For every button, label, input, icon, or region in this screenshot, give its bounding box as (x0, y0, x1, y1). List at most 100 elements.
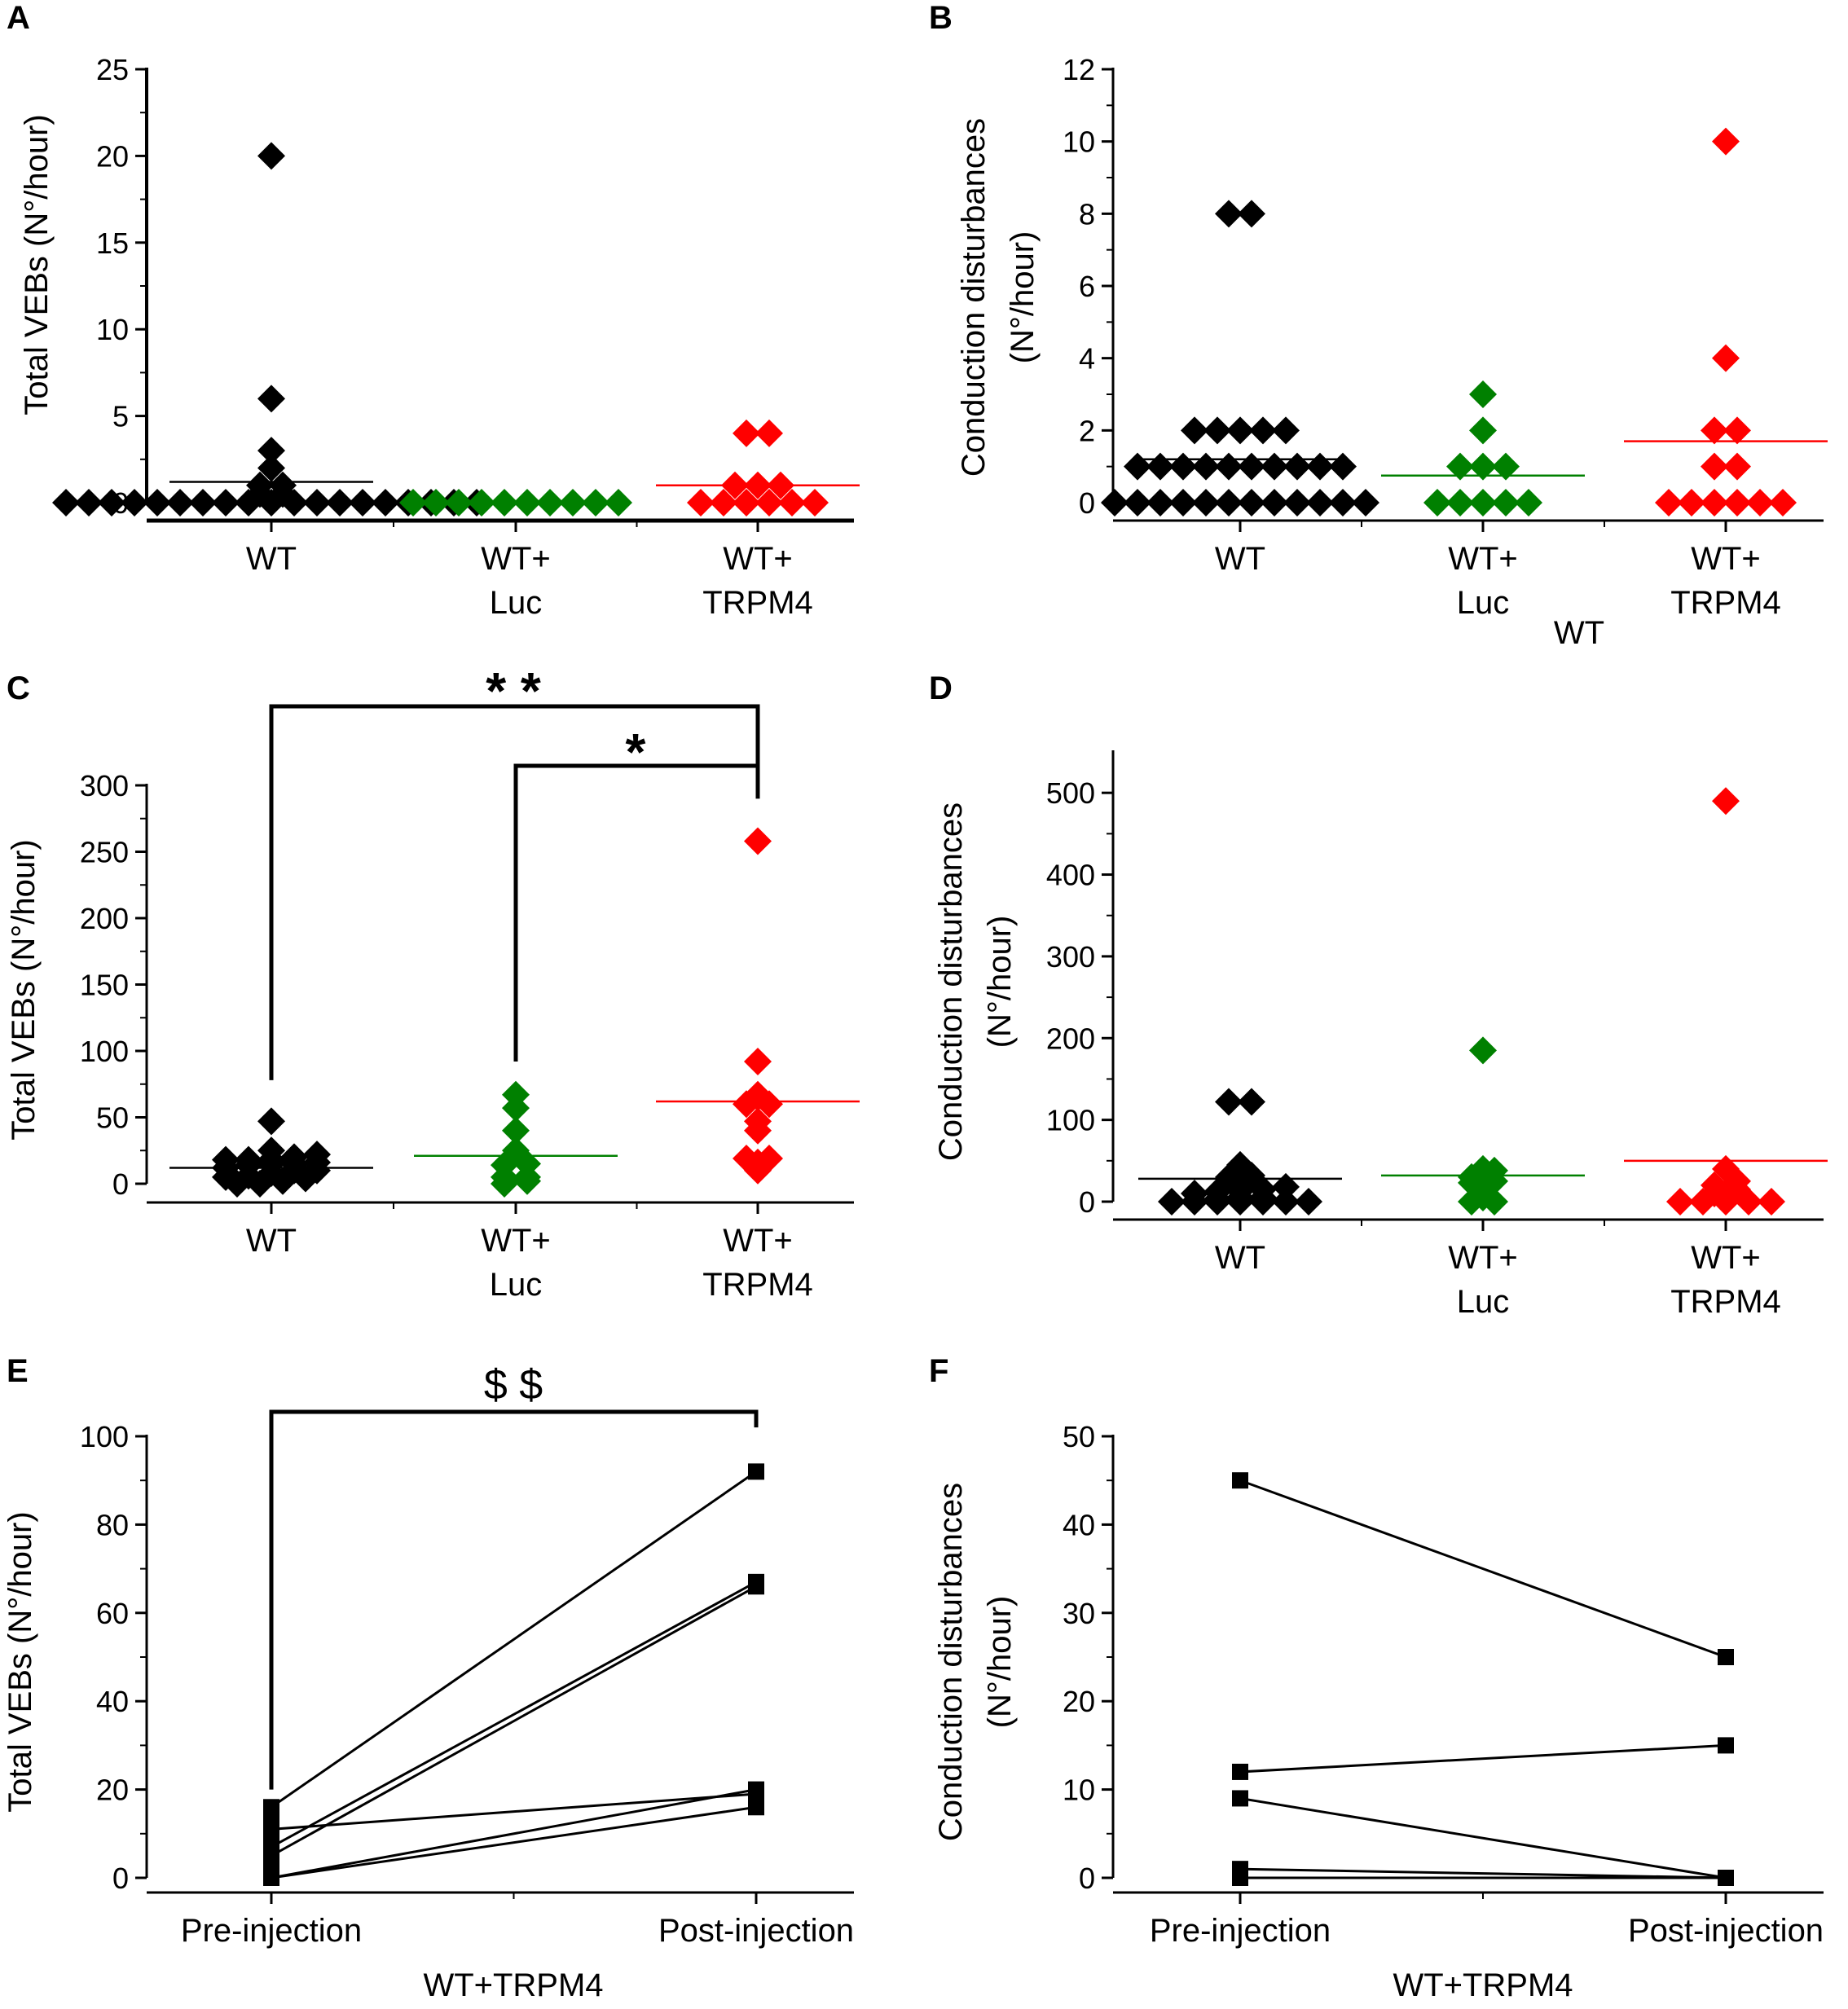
paired-line (1239, 1796, 1727, 1879)
y-tick-label: 6 (1079, 270, 1095, 303)
data-point-wt (1295, 1188, 1322, 1216)
paired-line (271, 1792, 757, 1831)
y-tick-label: 0 (1079, 1862, 1095, 1895)
data-point-wt (1283, 489, 1311, 517)
x-axis-title: WT+TRPM4 (1393, 1967, 1573, 2003)
data-point-wt (1329, 489, 1357, 517)
panel-letter: E (7, 1353, 29, 1389)
y-tick-label: 200 (1046, 1022, 1095, 1055)
data-point-wt-luc (1515, 489, 1542, 517)
category-label: WT+ (1448, 541, 1518, 577)
data-point-wt-trpm4 (1712, 344, 1740, 372)
data-point-wt-trpm4 (1701, 489, 1728, 517)
y-axis-title: Total VEBs (N°/hour) (19, 114, 55, 415)
y-tick-label: 50 (1063, 1420, 1095, 1453)
data-point-wt (257, 454, 285, 482)
category-label: WT (246, 541, 297, 577)
data-point-wt (1238, 1088, 1265, 1116)
data-point-wt (1146, 489, 1174, 517)
paired-line (1239, 1867, 1727, 1879)
data-point-wt-luc (513, 1167, 541, 1195)
panel-e: E 0 20 40 60 80 100 Total VEBs (N°/hour) Pre-inj… (2, 1353, 854, 2003)
data-point-wt-luc (1469, 380, 1497, 408)
significance-label: $ $ (484, 1361, 543, 1409)
y-tick-label: 5 (112, 400, 129, 433)
y-tick-label: 25 (96, 53, 129, 86)
data-point-wt-trpm4 (755, 419, 783, 447)
data-point-square (1232, 1763, 1248, 1780)
data-point-wt (1101, 489, 1129, 517)
data-point-wt-luc (1446, 489, 1474, 517)
panel-c: C 0 50 100 150 200 250 300 Total VEBs (N°/hour) W… (6, 662, 860, 1303)
data-point-wt-trpm4 (755, 489, 783, 517)
y-tick-label: 20 (1063, 1685, 1095, 1718)
data-point-square (1232, 1472, 1248, 1489)
data-point-wt (257, 437, 285, 465)
category-label: Luc (1457, 585, 1510, 621)
data-point-wt (1226, 1188, 1254, 1216)
significance-bracket (513, 763, 760, 1062)
panel-letter: B (929, 0, 953, 36)
data-point-wt-luc (1492, 452, 1520, 481)
data-point-wt (98, 489, 125, 517)
y-tick-label: 40 (96, 1685, 129, 1718)
category-label: TRPM4 (1670, 1284, 1781, 1320)
y-tick-label: 50 (96, 1101, 129, 1135)
y-tick-label: 80 (96, 1508, 129, 1541)
data-point-wt-luc (502, 1094, 530, 1123)
data-point-wt (257, 142, 285, 170)
paired-line (1239, 1479, 1727, 1659)
significance-label: * * (486, 662, 541, 720)
y-axis-title-unit: (N°/hour) (982, 916, 1018, 1048)
panel-letter: C (7, 670, 30, 706)
data-point-wt-luc (605, 489, 632, 517)
y-axis-title: Conduction disturbances (956, 118, 992, 477)
data-point-wt-trpm4 (1723, 489, 1751, 517)
data-point-wt (1203, 1188, 1231, 1216)
data-point-wt-trpm4 (1758, 1188, 1785, 1216)
y-tick-label: 0 (112, 1862, 129, 1895)
category-label: WT+ (481, 1223, 551, 1259)
data-point-wt-trpm4 (1723, 416, 1751, 445)
data-point-wt (1124, 489, 1151, 517)
data-point-wt (1272, 416, 1300, 445)
data-point-wt-trpm4 (778, 489, 806, 517)
category-label: WT+ (1691, 1240, 1761, 1276)
category-label: WT+ (1691, 541, 1761, 577)
y-tick-label: 0 (1079, 486, 1095, 520)
data-point-wt-luc (1469, 416, 1497, 445)
panel-b: B 0 2 4 6 8 10 12 Conduction disturbances (N°/hou… (929, 0, 1828, 651)
category-label: Post-injection (1628, 1913, 1824, 1949)
data-point-wt-trpm4 (733, 1090, 760, 1119)
y-tick-label: 250 (80, 836, 129, 869)
data-point-wt-luc (399, 489, 427, 517)
data-point-wt-trpm4 (710, 489, 737, 517)
y-tick-label: 300 (1046, 940, 1095, 974)
y-tick-label: 300 (80, 769, 129, 802)
data-point-wt (1352, 489, 1379, 517)
data-point-wt-trpm4 (1701, 416, 1728, 445)
data-point-wt-trpm4 (687, 489, 715, 517)
paired-line (271, 1585, 757, 1857)
data-point-wt (1215, 200, 1243, 228)
data-point-wt (1215, 489, 1243, 517)
panel-letter: D (929, 670, 953, 706)
y-axis-title: Total VEBs (N°/hour) (6, 839, 42, 1140)
category-label: WT+ (723, 1223, 793, 1259)
y-axis-title-unit: (N°/hour) (982, 1596, 1018, 1729)
data-point-square (748, 1578, 764, 1595)
data-point-wt (280, 489, 308, 517)
data-point-wt-trpm4 (1712, 1188, 1740, 1216)
category-label: WT+ (481, 541, 551, 577)
data-point-wt (75, 489, 103, 517)
y-tick-label: 0 (1079, 1185, 1095, 1219)
data-point-wt-luc (1481, 1188, 1508, 1216)
data-point-wt (1272, 1188, 1300, 1216)
data-point-wt (1181, 416, 1208, 445)
data-point-wt-luc (1469, 1036, 1497, 1065)
data-point-wt (246, 1170, 274, 1198)
x-axis-title: WT+TRPM4 (423, 1967, 603, 2003)
data-point-square (748, 1781, 764, 1798)
